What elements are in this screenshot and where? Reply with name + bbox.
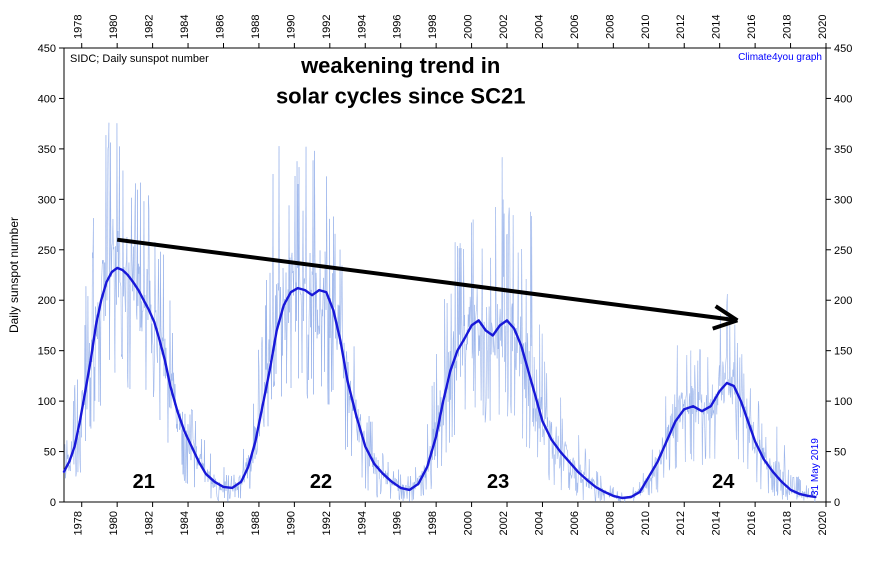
- x-tick-label-top: 1978: [73, 15, 85, 39]
- x-tick-label-bottom: 1990: [285, 511, 297, 535]
- x-tick-label-bottom: 1982: [144, 511, 156, 535]
- overlay-title-line1: weakening trend in: [300, 53, 500, 78]
- x-tick-label-bottom: 2006: [569, 511, 581, 535]
- y-axis-label: Daily sunspot number: [7, 217, 21, 333]
- x-tick-label-top: 2008: [604, 15, 616, 39]
- overlay-title-line2: solar cycles since SC21: [276, 83, 526, 108]
- x-tick-label-top: 2000: [463, 15, 475, 39]
- x-tick-label-bottom: 1986: [214, 511, 226, 535]
- x-tick-label-bottom: 2016: [746, 511, 758, 535]
- y-tick-label-left: 350: [38, 144, 56, 156]
- plot-border: [64, 48, 826, 502]
- x-tick-label-top: 1986: [214, 15, 226, 39]
- x-tick-label-top: 1980: [108, 15, 120, 39]
- x-tick-label-bottom: 1984: [179, 511, 191, 535]
- x-tick-label-bottom: 2012: [675, 511, 687, 535]
- x-tick-label-bottom: 1992: [321, 511, 333, 535]
- x-tick-label-bottom: 2014: [711, 511, 723, 535]
- date-note: 31 May 2019: [810, 438, 821, 496]
- x-tick-label-top: 2004: [533, 15, 545, 39]
- x-tick-label-top: 1998: [427, 15, 439, 39]
- x-tick-label-bottom: 2020: [817, 511, 829, 535]
- trend-arrow-head: [713, 320, 738, 328]
- x-tick-label-top: 2020: [817, 15, 829, 39]
- x-tick-label-bottom: 2004: [533, 511, 545, 535]
- x-tick-label-bottom: 1978: [73, 511, 85, 535]
- x-tick-label-top: 2016: [746, 15, 758, 39]
- x-tick-label-bottom: 1996: [392, 511, 404, 535]
- x-tick-label-bottom: 1988: [250, 511, 262, 535]
- x-tick-label-top: 2006: [569, 15, 581, 39]
- x-tick-label-bottom: 2000: [463, 511, 475, 535]
- y-tick-label-right: 100: [834, 396, 852, 408]
- y-tick-label-right: 450: [834, 43, 852, 55]
- y-tick-label-right: 350: [834, 144, 852, 156]
- graph-attribution: Climate4you graph: [738, 52, 822, 63]
- y-tick-label-right: 150: [834, 346, 852, 358]
- y-tick-label-right: 250: [834, 245, 852, 257]
- source-attribution: SIDC; Daily sunspot number: [70, 53, 209, 65]
- cycle-label: 23: [487, 471, 509, 493]
- y-tick-label-left: 450: [38, 43, 56, 55]
- x-tick-label-bottom: 2010: [640, 511, 652, 535]
- y-tick-label-right: 300: [834, 194, 852, 206]
- chart-svg: 0 0 50 50 100 100 150 150 200 200 250 250 300 300 350 3…: [0, 0, 880, 561]
- x-tick-label-top: 2010: [640, 15, 652, 39]
- x-tick-label-top: 1988: [250, 15, 262, 39]
- x-tick-label-top: 2012: [675, 15, 687, 39]
- y-tick-label-right: 0: [834, 497, 840, 509]
- x-tick-label-top: 2014: [711, 15, 723, 39]
- x-tick-label-top: 1994: [356, 15, 368, 39]
- y-tick-label-left: 300: [38, 194, 56, 206]
- y-tick-label-left: 150: [38, 346, 56, 358]
- y-tick-label-left: 0: [50, 497, 56, 509]
- x-tick-label-bottom: 1994: [356, 511, 368, 535]
- x-tick-label-bottom: 2018: [782, 511, 794, 535]
- y-tick-label-right: 400: [834, 93, 852, 105]
- cycle-label: 21: [133, 471, 155, 493]
- x-tick-label-bottom: 1998: [427, 511, 439, 535]
- x-tick-label-top: 2002: [498, 15, 510, 39]
- y-tick-label-left: 200: [38, 295, 56, 307]
- cycle-label: 24: [712, 471, 735, 493]
- y-tick-label-left: 50: [44, 447, 56, 459]
- y-tick-label-left: 400: [38, 93, 56, 105]
- x-tick-label-bottom: 1980: [108, 511, 120, 535]
- x-tick-label-top: 1996: [392, 15, 404, 39]
- sunspot-timeseries-chart: 0 0 50 50 100 100 150 150 200 200 250 250 300 300 350 3…: [0, 0, 880, 561]
- x-tick-label-top: 2018: [782, 15, 794, 39]
- x-tick-label-bottom: 2008: [604, 511, 616, 535]
- y-tick-label-left: 100: [38, 396, 56, 408]
- x-tick-label-bottom: 2002: [498, 511, 510, 535]
- x-tick-label-top: 1982: [144, 15, 156, 39]
- y-tick-label-right: 200: [834, 295, 852, 307]
- x-tick-label-top: 1992: [321, 15, 333, 39]
- y-tick-label-right: 50: [834, 447, 846, 459]
- smoothed-series: [64, 268, 815, 498]
- trend-arrow-shaft: [117, 240, 737, 321]
- x-tick-label-top: 1990: [285, 15, 297, 39]
- y-tick-label-left: 250: [38, 245, 56, 257]
- x-tick-label-top: 1984: [179, 15, 191, 39]
- daily-series: [65, 123, 815, 502]
- cycle-label: 22: [310, 471, 332, 493]
